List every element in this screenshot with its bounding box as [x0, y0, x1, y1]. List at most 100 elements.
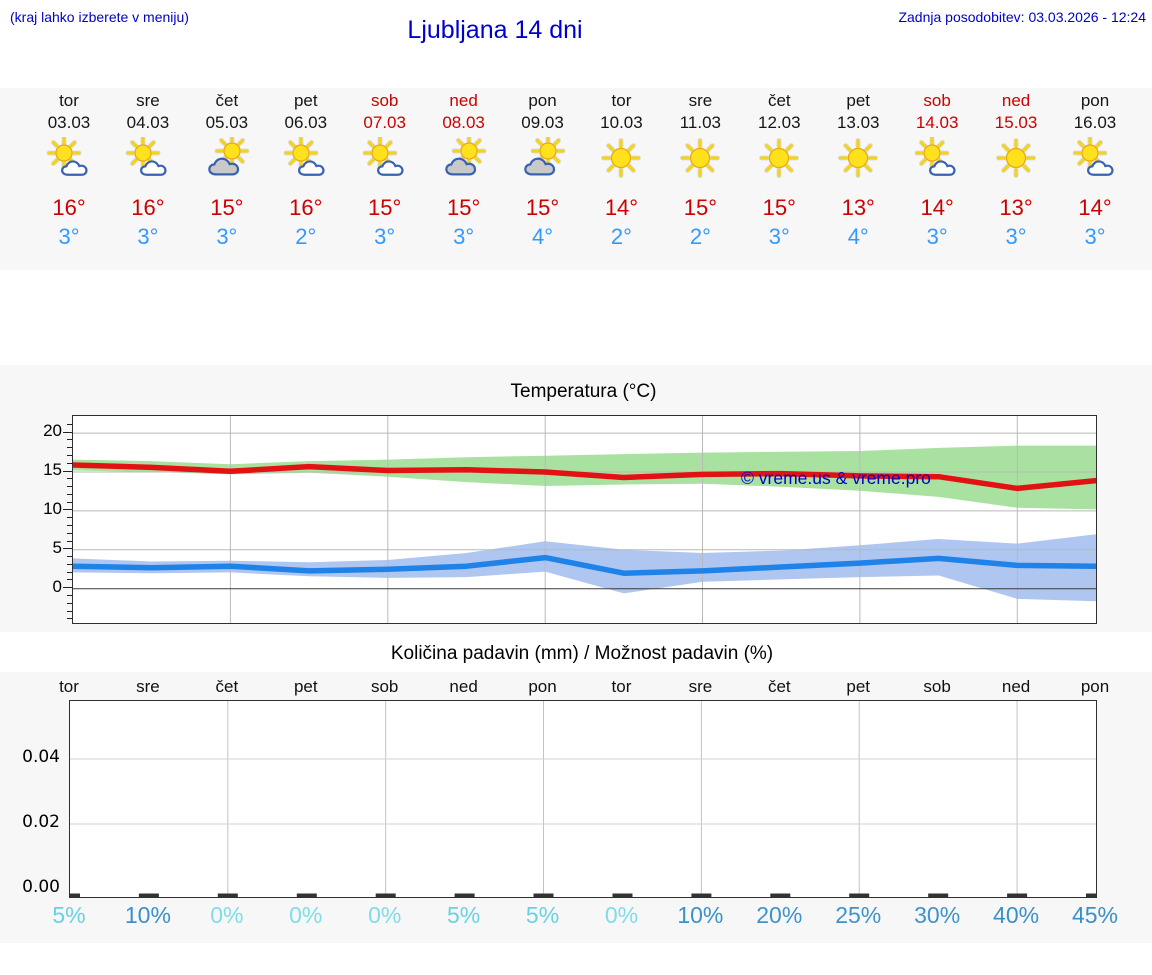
precip-bar — [1086, 893, 1096, 897]
precip-chart-title: Količina padavin (mm) / Možnost padavin … — [390, 643, 774, 664]
y-axis-tick — [67, 517, 72, 519]
precip-bar — [70, 893, 80, 897]
day-date: 16.03 — [1073, 113, 1117, 132]
precip-probability-label: 5% — [446, 902, 481, 928]
day-date: 12.03 — [758, 113, 801, 132]
day-high-temp: 14° — [1078, 195, 1112, 220]
precip-bar — [454, 893, 475, 897]
precip-day-label: ned — [449, 677, 478, 696]
sun-small-cloud-icon — [361, 137, 409, 181]
day-low-temp: 2° — [689, 224, 711, 249]
precip-y-axis-label: 0.04 — [22, 747, 60, 767]
precip-probability-label: 25% — [835, 902, 882, 928]
forecast-day-column: pon 16.03 14° 3° — [1055, 88, 1135, 270]
sun-icon — [597, 137, 645, 181]
precip-bar — [1007, 893, 1028, 897]
day-name: pon — [1080, 91, 1110, 110]
y-axis-tick — [67, 462, 72, 464]
day-low-temp: 2° — [610, 224, 632, 249]
precip-y-axis-label: 0.02 — [22, 812, 60, 832]
y-axis-label: 20 — [43, 421, 62, 441]
day-name: sre — [136, 91, 160, 110]
day-low-temp: 3° — [137, 224, 159, 249]
precip-day-label: pet — [293, 677, 318, 696]
forecast-day-column: ned 15.03 13° 3° — [976, 88, 1056, 270]
y-axis-label: 5 — [52, 537, 62, 557]
day-low-temp: 3° — [1084, 224, 1106, 249]
y-axis-tick — [67, 423, 72, 425]
y-axis-label: 10 — [43, 498, 62, 518]
day-date: 06.03 — [284, 113, 328, 132]
day-high-temp: 13° — [999, 195, 1033, 220]
day-date: 15.03 — [994, 113, 1038, 132]
sun-icon — [834, 137, 882, 181]
forecast-day-column: pet 06.03 16° 2° — [266, 88, 346, 270]
page-title: Ljubljana 14 dni — [407, 16, 583, 44]
day-high-temp: 15° — [210, 195, 244, 220]
day-low-temp: 4° — [532, 224, 554, 249]
y-axis-tick — [67, 618, 72, 620]
precip-probability-label: 0% — [210, 902, 244, 928]
precip-bar — [770, 893, 791, 897]
day-name: ned — [1001, 91, 1031, 110]
precip-bar — [375, 893, 396, 897]
day-low-temp: 4° — [847, 224, 869, 249]
day-name: tor — [611, 91, 632, 110]
y-axis-tick — [67, 595, 72, 597]
precip-day-label: pon — [1080, 677, 1110, 696]
last-update-timestamp: Zadnja posodobitev: 03.03.2026 - 12:24 — [898, 9, 1146, 25]
day-low-temp: 3° — [58, 224, 80, 249]
day-high-temp: 15° — [762, 195, 796, 220]
y-axis-tick — [63, 587, 72, 589]
day-high-temp: 13° — [841, 195, 875, 220]
precip-bar — [217, 893, 238, 897]
watermark-link[interactable]: © vreme.us & vreme.pro — [741, 468, 931, 488]
precip-bar — [849, 893, 870, 897]
y-axis-label: 15 — [43, 460, 62, 480]
precip-probability-label: 0% — [289, 902, 323, 928]
day-low-temp: 3° — [216, 224, 238, 249]
day-date: 08.03 — [442, 113, 485, 132]
day-low-temp: 3° — [1005, 224, 1027, 249]
y-axis-tick — [67, 447, 72, 449]
day-name: sre — [688, 91, 713, 110]
forecast-day-column: ned 08.03 15° 3° — [424, 88, 504, 270]
day-name: ned — [449, 91, 478, 110]
precipitation-section: tor sre čet pet sob ned pon tor sre čet pet sob ned p… — [0, 672, 1152, 943]
day-date: 07.03 — [363, 113, 406, 132]
precip-day-label: sre — [688, 677, 713, 696]
day-name: pet — [846, 91, 871, 110]
day-date: 10.03 — [600, 113, 643, 132]
forecast-day-column: tor 03.03 16° 3° — [29, 88, 109, 270]
precip-bar — [928, 893, 949, 897]
precip-probability-label: 40% — [993, 902, 1040, 928]
y-axis-tick — [63, 431, 72, 433]
precip-probability-label: 0% — [368, 902, 402, 928]
forecast-day-column: pet 13.03 13° 4° — [818, 88, 898, 270]
temperature-chart: © vreme.us & vreme.pro — [72, 415, 1097, 624]
precip-probability-label: 0% — [604, 902, 639, 928]
precip-probability-label: 45% — [1071, 902, 1119, 928]
y-axis-tick — [67, 493, 72, 495]
precip-day-label: ned — [1001, 677, 1031, 696]
forecast-day-column: čet 05.03 15° 3° — [187, 88, 267, 270]
day-date: 09.03 — [521, 113, 564, 132]
y-axis-tick — [67, 501, 72, 503]
precip-probability-label: 20% — [756, 902, 803, 928]
forecast-strip: tor 03.03 16° 3° sre 04.03 16° 3° čet 05.03 15° 3° p… — [0, 88, 1152, 270]
sun-icon — [676, 137, 724, 181]
precip-bar — [296, 893, 317, 897]
sun-small-cloud-icon — [913, 137, 961, 181]
day-low-temp: 3° — [926, 224, 948, 249]
y-axis-tick — [67, 563, 72, 565]
precip-bar — [138, 893, 159, 897]
precip-probability-label: 5% — [52, 902, 86, 928]
day-high-temp: 16° — [289, 195, 323, 220]
precip-probability-label: 10% — [677, 902, 724, 928]
y-axis-tick — [67, 610, 72, 612]
forecast-day-column: čet 12.03 15° 3° — [739, 88, 819, 270]
day-high-temp: 15° — [446, 195, 481, 220]
day-name: pon — [528, 91, 557, 110]
precip-bar — [691, 893, 712, 897]
day-high-temp: 15° — [368, 195, 402, 220]
